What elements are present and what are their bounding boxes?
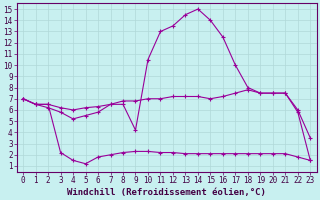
X-axis label: Windchill (Refroidissement éolien,°C): Windchill (Refroidissement éolien,°C) — [67, 188, 266, 197]
